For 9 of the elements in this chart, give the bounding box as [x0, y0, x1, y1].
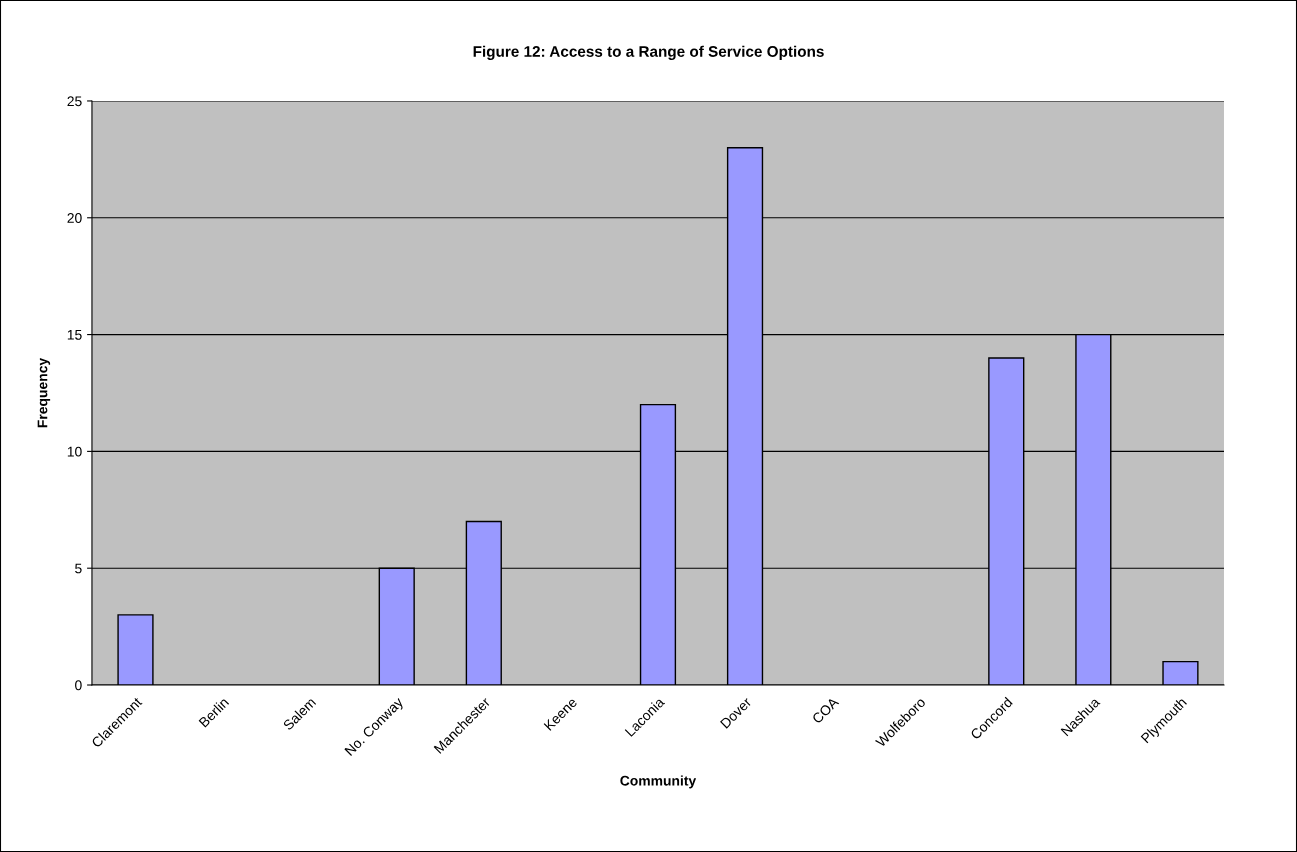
y-tick-label: 0 — [75, 680, 82, 691]
y-tick-label: 25 — [67, 96, 82, 107]
y-axis-title: Frequency — [37, 357, 51, 428]
y-tick-label: 20 — [67, 213, 82, 223]
y-tick-label: 5 — [75, 563, 82, 574]
chart-title: Figure 12: Access to a Range of Service Options — [473, 45, 824, 60]
y-tick-label: 15 — [67, 330, 82, 340]
x-axis-title: Community — [620, 775, 697, 789]
y-tick-label: 10 — [67, 446, 82, 457]
